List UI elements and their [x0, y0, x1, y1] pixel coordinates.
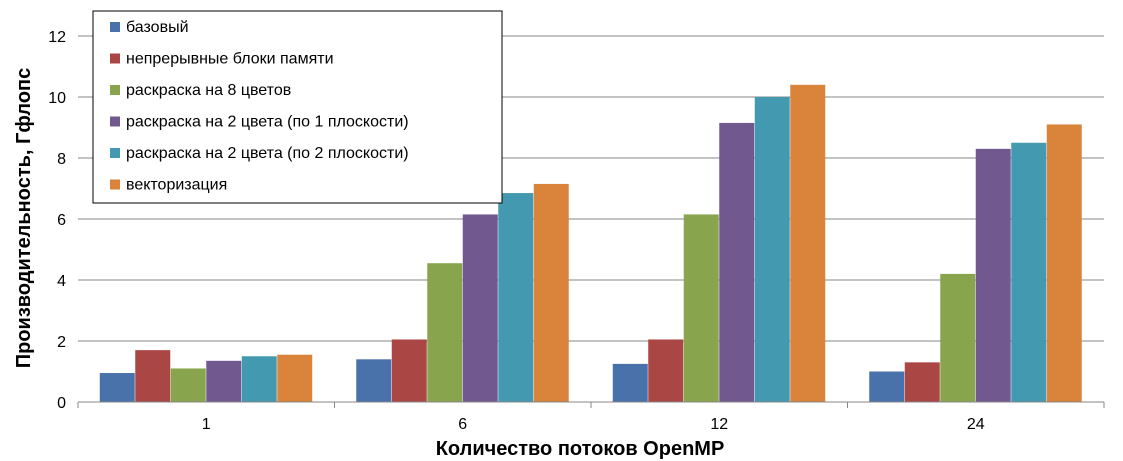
bar [135, 350, 171, 402]
x-tick-label: 1 [202, 416, 211, 433]
legend-swatch [110, 22, 120, 32]
bar [612, 363, 648, 402]
bar [790, 84, 826, 403]
x-tick-label: 6 [458, 416, 467, 433]
x-tick-label: 12 [710, 416, 728, 433]
bar [391, 339, 427, 402]
bar [241, 356, 277, 402]
legend-label: раскраска на 2 цвета (по 1 плоскости) [126, 114, 409, 131]
y-axis-ticks: 0 2 4 6 8 10 12 [48, 29, 66, 412]
bar [206, 360, 242, 402]
legend-swatch [110, 148, 120, 158]
bar [170, 368, 206, 402]
bar [754, 97, 790, 402]
bar [719, 122, 755, 403]
bar [648, 339, 684, 402]
legend-label: векторизация [126, 177, 227, 194]
bar [940, 273, 976, 402]
legend-label: базовый [126, 19, 189, 36]
bar [533, 183, 569, 402]
y-axis-title: Производительность, Гфлопс [13, 68, 35, 369]
x-tick-label: 24 [967, 416, 985, 433]
legend-label: раскраска на 8 цветов [126, 82, 291, 99]
legend-swatch [110, 116, 120, 127]
bar [869, 371, 905, 402]
x-axis: 1 6 12 24 [77, 401, 1105, 433]
bar [277, 354, 313, 402]
bar [683, 214, 719, 402]
bar [1011, 142, 1047, 402]
bar [498, 193, 534, 402]
bar [1046, 124, 1082, 402]
legend-label: непрерывные блоки памяти [126, 51, 334, 68]
y-tick-label: 0 [57, 395, 66, 412]
bar [462, 214, 498, 402]
legend: базовый непрерывные блоки памяти раскраска… [92, 10, 503, 204]
bar [975, 148, 1011, 402]
bars [99, 84, 1082, 403]
bar [904, 362, 940, 402]
y-tick-label: 2 [57, 334, 66, 351]
y-tick-label: 4 [57, 273, 66, 290]
bar [356, 359, 392, 402]
y-tick-label: 6 [57, 212, 66, 229]
legend-swatch [110, 179, 120, 190]
bar [99, 373, 135, 402]
bar [427, 263, 463, 402]
y-tick-label: 10 [48, 90, 66, 107]
legend-swatch [110, 53, 120, 64]
legend-label: раскраска на 2 цвета (по 2 плоскости) [126, 145, 409, 162]
x-axis-title: Количество потоков OpenMP [436, 438, 725, 460]
legend-box [92, 10, 503, 204]
y-tick-label: 12 [48, 29, 66, 46]
y-tick-label: 8 [57, 151, 66, 168]
legend-swatch [110, 85, 120, 95]
